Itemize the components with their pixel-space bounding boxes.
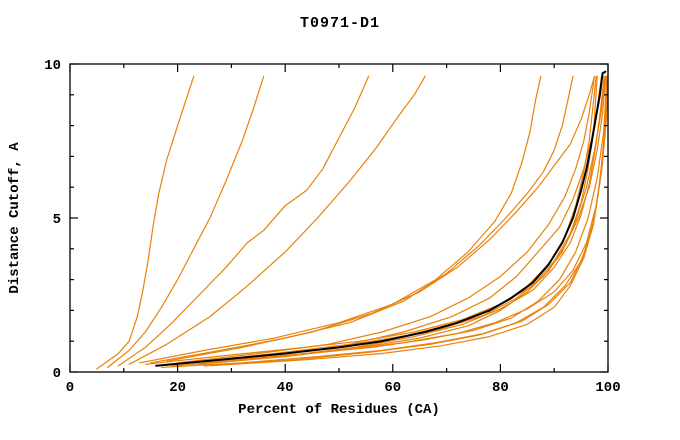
x-tick-label: 100 xyxy=(595,380,620,396)
plot-area: 0 20 40 60 80 100 0 5 10 xyxy=(44,58,620,396)
orange-line-18 xyxy=(209,75,609,367)
orange-line-12 xyxy=(166,75,606,365)
x-tick-label: 60 xyxy=(384,380,401,396)
orange-line-04 xyxy=(128,75,426,365)
orange-line-19 xyxy=(144,75,598,365)
y-axis-label: Distance Cutoff, A xyxy=(7,142,23,294)
black-line xyxy=(155,70,607,367)
y-tick-label: 5 xyxy=(53,212,61,228)
y-tick-label: 0 xyxy=(53,366,61,382)
orange-line-10 xyxy=(198,75,607,365)
orange-line-17 xyxy=(193,75,605,365)
orange-line-01 xyxy=(96,75,195,370)
x-tick-label: 40 xyxy=(277,380,294,396)
orange-line-05 xyxy=(139,75,542,364)
chart-title: T0971-D1 xyxy=(300,15,380,32)
orange-line-16 xyxy=(182,75,597,364)
x-tick-label: 20 xyxy=(169,380,186,396)
orange-line-08 xyxy=(177,75,596,364)
orange-line-13 xyxy=(155,75,608,367)
x-tick-label: 0 xyxy=(66,380,74,396)
orange-line-03 xyxy=(117,75,370,367)
x-axis-label: Percent of Residues (CA) xyxy=(238,402,440,418)
orange-line-15 xyxy=(171,75,609,367)
x-tick-label: 80 xyxy=(492,380,509,396)
orange-line-02 xyxy=(107,75,265,368)
orange-line-11 xyxy=(203,75,609,367)
orange-line-07 xyxy=(166,75,596,362)
y-tick-label: 10 xyxy=(44,58,61,74)
orange-line-14 xyxy=(160,75,609,368)
